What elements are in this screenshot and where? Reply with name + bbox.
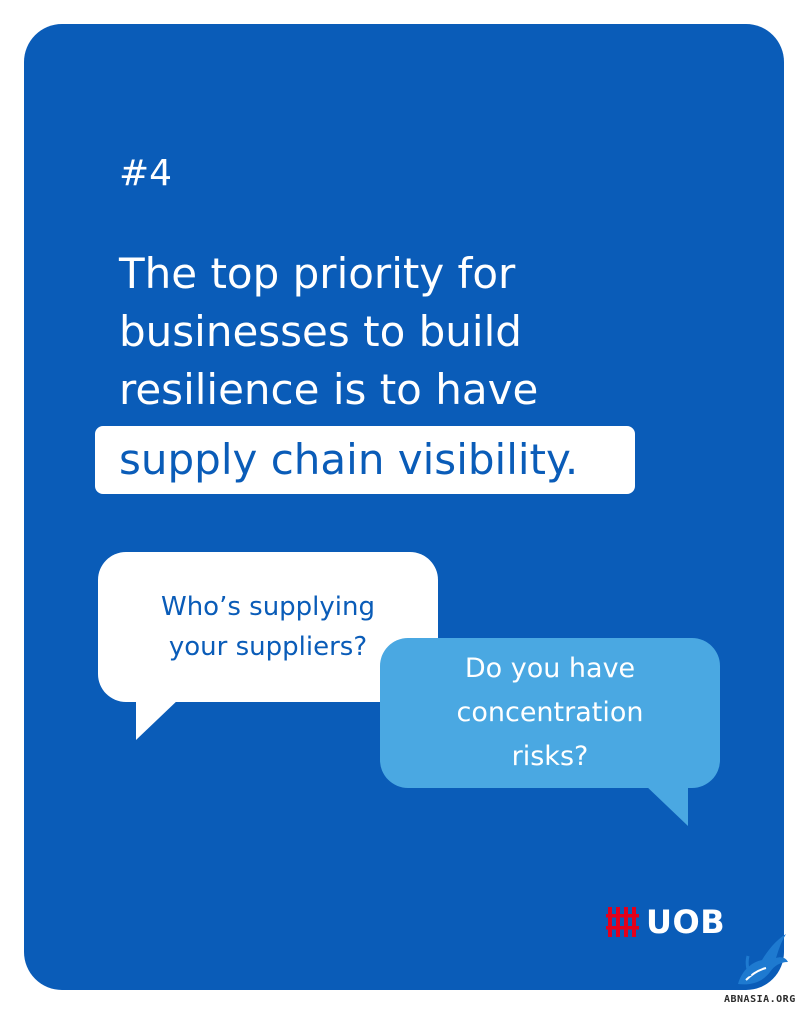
speech-bubble-tail (136, 698, 180, 740)
speech-bubble-concentration: Do you have concentration risks? (380, 638, 720, 828)
watermark-text: ABNASIA.ORG (724, 994, 796, 1005)
bird-icon (738, 934, 788, 985)
uob-logo-text: UOB (646, 903, 726, 941)
item-number: #4 (119, 153, 173, 194)
headline-line-2: businesses to build (119, 307, 522, 356)
uob-logo: UOB (606, 900, 725, 944)
speech-bubble-body: Who’s supplying your suppliers? (98, 552, 438, 702)
headline-line-3: resilience is to have (119, 365, 539, 414)
uob-logo-icon (606, 907, 639, 937)
speech-bubble-suppliers: Who’s supplying your suppliers? (98, 552, 438, 742)
speech-bubble-text: Who’s supplying your suppliers? (160, 592, 376, 662)
speech-bubble-text: Do you have concentration risks? (456, 653, 644, 772)
highlight-box: supply chain visibility. (95, 426, 635, 494)
headline-line-1: The top priority for (119, 249, 516, 298)
highlight-text: supply chain visibility. (119, 435, 579, 484)
infographic-card: #4 The top priority for businesses to bu… (24, 24, 784, 990)
speech-bubble-tail (644, 784, 688, 826)
speech-bubble-body: Do you have concentration risks? (380, 638, 720, 788)
abnasia-watermark: ABNASIA.ORG (724, 932, 808, 1010)
